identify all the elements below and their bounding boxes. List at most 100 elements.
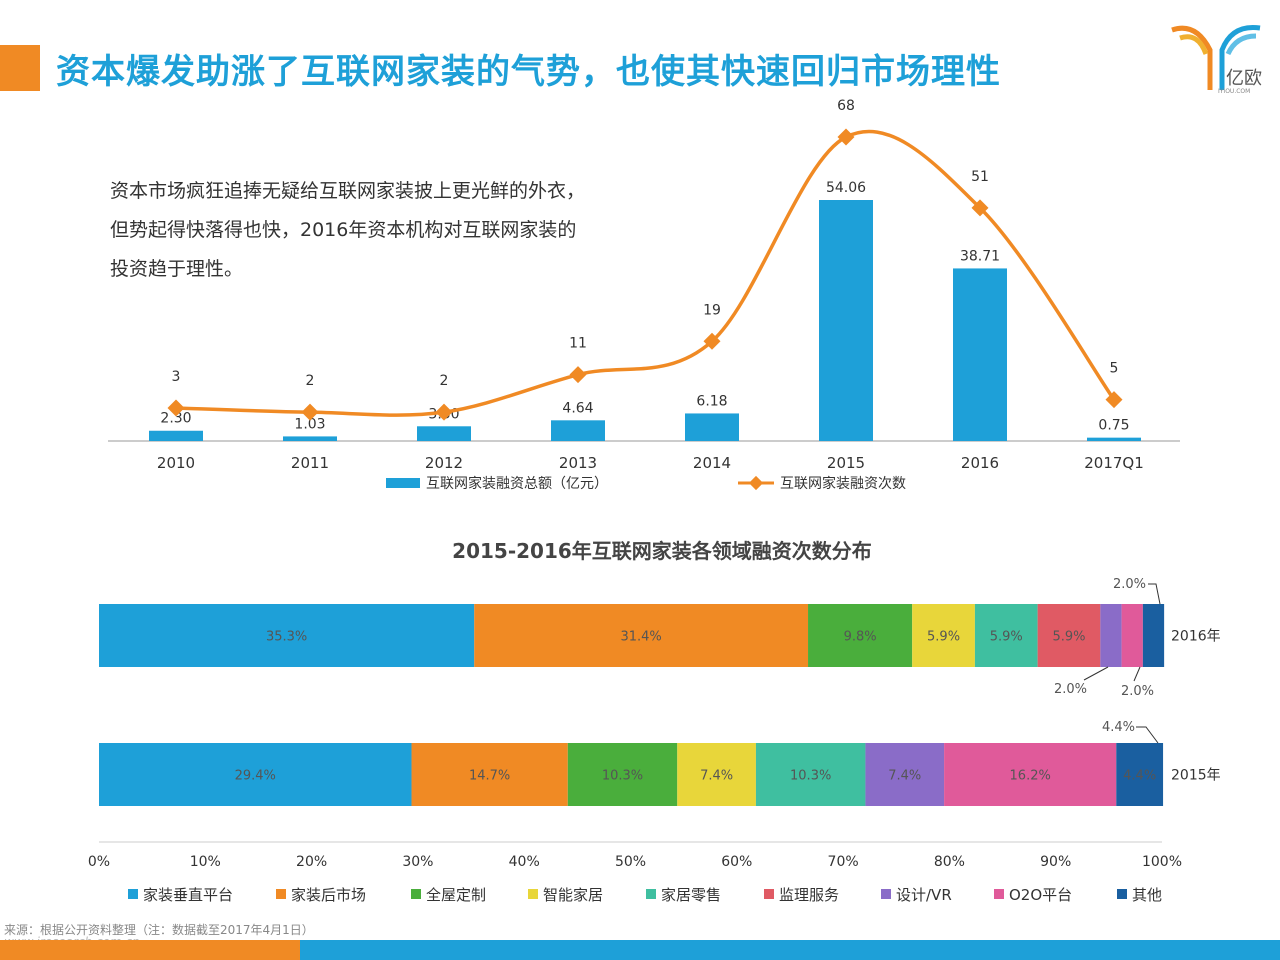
funding-amount-label: 0.75	[1098, 418, 1129, 434]
x-tick-label: 60%	[721, 854, 752, 870]
stacked-segment	[1100, 604, 1122, 667]
funding-combo-chart: 2.30201031.03201123.30201224.642013116.1…	[108, 98, 1180, 492]
footer-stripe-blue	[300, 940, 1280, 960]
stacked-chart-title: 2015-2016年互联网家装各领域融资次数分布	[452, 539, 872, 563]
stacked-segment	[808, 604, 913, 667]
logo-icon: 亿欧 IYIOU.COM	[1171, 24, 1262, 95]
callout-label: 4.4%	[1102, 720, 1135, 735]
funding-count-point	[971, 199, 989, 217]
funding-count-point	[301, 403, 319, 421]
x-tick-label: 2010	[157, 454, 195, 472]
callout-line	[1148, 583, 1161, 605]
x-tick-label: 80%	[934, 854, 965, 870]
stacked-segment	[99, 604, 475, 667]
stacked-segment	[567, 743, 678, 806]
funding-count-point	[167, 399, 185, 417]
page-title: 资本爆发助涨了互联网家装的气势，也使其快速回归市场理性	[56, 52, 1001, 92]
funding-count-label: 5	[1110, 361, 1119, 377]
legend-swatch	[411, 889, 421, 899]
segment-value-label: 35.3%	[266, 630, 307, 645]
stacked-segment	[944, 743, 1117, 806]
source-note: 来源：根据公开资料整理（注：数据截至2017年4月1日）	[4, 923, 314, 937]
stacked-segment	[99, 743, 412, 806]
funding-count-point	[703, 332, 721, 350]
legend-swatch	[994, 889, 1004, 899]
callout-line	[1083, 666, 1109, 681]
x-tick-label: 40%	[509, 854, 540, 870]
segment-value-label: 14.7%	[469, 769, 510, 784]
funding-count-point	[837, 128, 855, 146]
title-accent-block	[0, 45, 40, 91]
legend-label: 家装后市场	[291, 886, 366, 904]
legend-label: 家装垂直平台	[143, 886, 233, 904]
funding-amount-label: 6.18	[696, 393, 727, 409]
stacked-segment	[677, 743, 756, 806]
x-tick-label: 100%	[1142, 854, 1182, 870]
description-text: 资本市场疯狂追捧无疑给互联网家装披上更光鲜的外衣， 但势起得快落得也快，2016…	[110, 172, 670, 289]
legend-label: 全屋定制	[426, 886, 486, 904]
row-label: 2015年	[1171, 768, 1221, 784]
segment-value-label: 5.9%	[927, 630, 960, 645]
x-tick-label: 2016	[961, 454, 999, 472]
stacked-segment	[474, 604, 809, 667]
legend-line-marker	[748, 475, 764, 491]
stacked-segment	[1037, 604, 1101, 667]
description-line: 资本市场疯狂追捧无疑给互联网家装披上更光鲜的外衣，	[110, 180, 586, 202]
x-tick-label: 2012	[425, 454, 463, 472]
segment-value-label: 5.9%	[1052, 630, 1085, 645]
segment-value-label: 4.4%	[1123, 769, 1156, 784]
stacked-segment	[755, 743, 866, 806]
funding-count-point	[569, 366, 587, 384]
funding-count-label: 2	[440, 373, 449, 389]
segment-value-label: 9.8%	[844, 630, 877, 645]
legend-swatch	[764, 889, 774, 899]
segment-value-label: 29.4%	[235, 769, 276, 784]
legend-swatch	[1117, 889, 1127, 899]
stacked-segment	[1116, 743, 1164, 806]
legend-bar-label: 互联网家装融资总额（亿元）	[426, 475, 608, 492]
x-tick-label: 30%	[402, 854, 433, 870]
funding-amount-label: 4.64	[562, 400, 593, 416]
x-tick-label: 0%	[88, 854, 110, 870]
stacked-segment	[1121, 604, 1143, 667]
funding-amount-label: 38.71	[960, 248, 1000, 264]
legend-label: 监理服务	[779, 886, 839, 904]
funding-count-label: 2	[306, 373, 315, 389]
funding-count-label: 11	[569, 336, 587, 352]
legend-swatch	[646, 889, 656, 899]
x-tick-label: 10%	[190, 854, 221, 870]
callout-line	[1133, 666, 1141, 682]
x-tick-label: 2017Q1	[1084, 454, 1144, 472]
logo-subtext: IYIOU.COM	[1218, 88, 1250, 95]
x-tick-label: 2014	[693, 454, 731, 472]
legend-label: 其他	[1132, 886, 1162, 904]
segment-value-label: 10.3%	[602, 769, 643, 784]
funding-count-label: 68	[837, 98, 855, 114]
stacked-segment	[1142, 604, 1165, 667]
funding-amount-bar	[417, 426, 471, 441]
legend-label: 智能家居	[543, 886, 603, 904]
x-tick-label: 20%	[296, 854, 327, 870]
funding-amount-label: 2.30	[160, 411, 191, 427]
funding-amount-bar	[1087, 437, 1141, 441]
funding-amount-label: 1.03	[294, 416, 325, 432]
legend-label: 设计/VR	[896, 886, 952, 904]
x-tick-label: 70%	[828, 854, 859, 870]
stacked-segment	[411, 743, 568, 806]
stacked-segment	[974, 604, 1038, 667]
funding-amount-bar	[283, 436, 337, 441]
x-tick-label: 2015	[827, 454, 865, 472]
funding-count-label: 19	[703, 302, 721, 318]
legend-swatch	[881, 889, 891, 899]
row-label: 2016年	[1171, 629, 1221, 645]
x-tick-label: 90%	[1040, 854, 1071, 870]
segment-value-label: 7.4%	[700, 769, 733, 784]
segment-value-label: 10.3%	[790, 769, 831, 784]
legend-label: O2O平台	[1009, 886, 1072, 904]
funding-amount-bar	[685, 413, 739, 441]
description-line: 投资趋于理性。	[110, 258, 244, 280]
callout-line	[1136, 726, 1159, 744]
x-tick-label: 2011	[291, 454, 329, 472]
funding-amount-bar	[149, 430, 203, 441]
funding-count-label: 3	[172, 369, 181, 385]
